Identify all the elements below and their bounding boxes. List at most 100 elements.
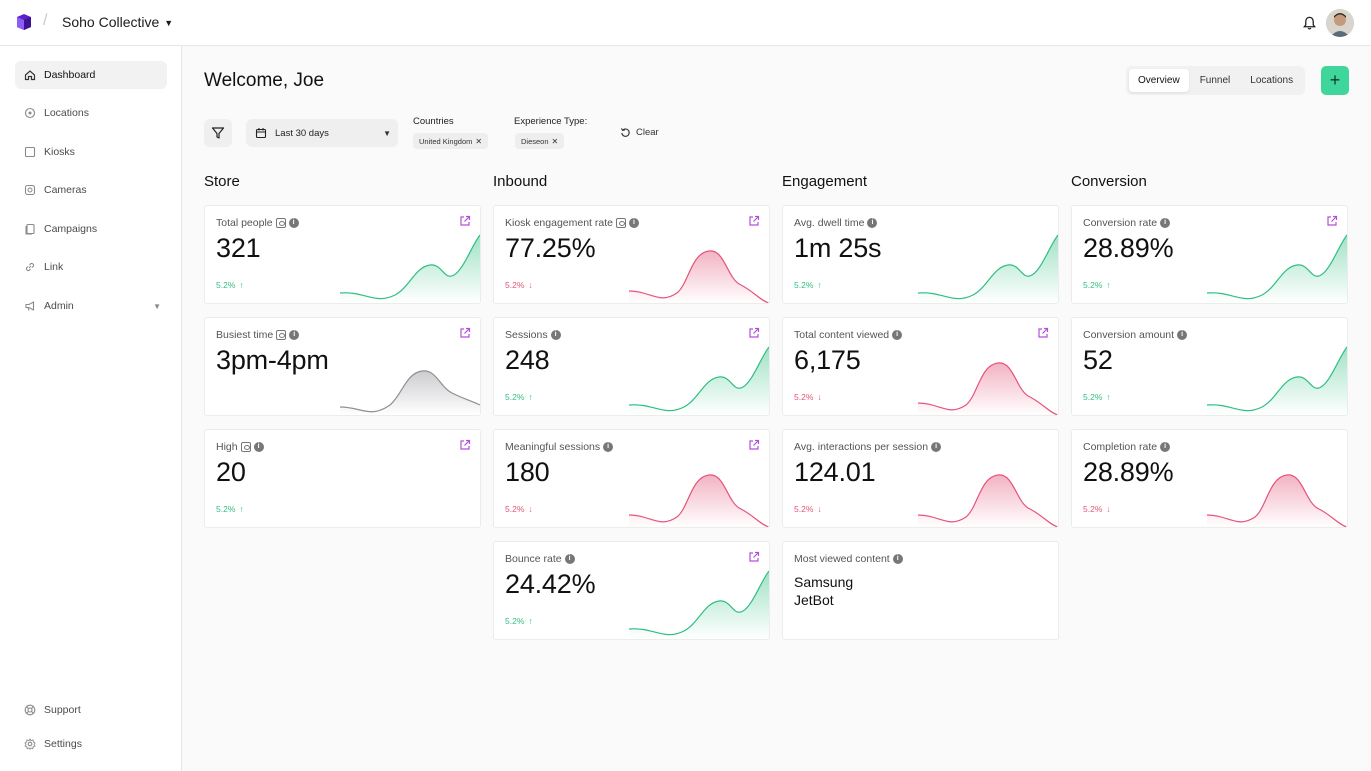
sidebar-item-dashboard[interactable]: Dashboard bbox=[15, 61, 167, 89]
sparkline-chart bbox=[918, 234, 1058, 303]
card-value: 28.89% bbox=[1083, 457, 1174, 487]
card-title: Conversion amount i bbox=[1083, 329, 1188, 341]
date-range-select[interactable]: Last 30 days ▼ bbox=[246, 119, 398, 147]
info-icon[interactable]: i bbox=[253, 442, 264, 452]
app-logo-icon[interactable] bbox=[15, 13, 33, 31]
info-icon[interactable]: i bbox=[628, 218, 639, 228]
arrow-down-icon: ↓ bbox=[1106, 504, 1111, 514]
camera-source-icon bbox=[240, 442, 251, 452]
info-icon[interactable]: i bbox=[892, 330, 903, 340]
org-switcher[interactable]: Soho Collective ▼ bbox=[62, 14, 173, 30]
metric-card-total-content-viewed[interactable]: Total content viewed i 6,175 5.2% ↓ bbox=[782, 317, 1059, 416]
arrow-up-icon: ↑ bbox=[1106, 280, 1111, 290]
section-title-conversion: Conversion bbox=[1071, 173, 1147, 190]
card-delta: 5.2% ↓ bbox=[794, 504, 822, 514]
card-title: High i bbox=[216, 441, 264, 453]
add-button[interactable]: + bbox=[1321, 66, 1349, 95]
external-link-icon[interactable] bbox=[459, 439, 471, 451]
sparkline-line bbox=[629, 570, 769, 636]
external-link-icon[interactable] bbox=[748, 327, 760, 339]
tab-locations[interactable]: Locations bbox=[1250, 75, 1294, 86]
metric-card-total-people[interactable]: Total people i 321 5.2% ↑ bbox=[204, 205, 481, 304]
close-icon[interactable]: ✕ bbox=[551, 136, 559, 146]
arrow-up-icon: ↑ bbox=[817, 280, 822, 290]
card-delta: 5.2% ↑ bbox=[1083, 392, 1111, 402]
metric-card-bounce-rate[interactable]: Bounce rate i 24.42% 5.2% ↑ bbox=[493, 541, 770, 640]
metric-card-most-viewed-content[interactable]: Most viewed content i Samsung JetBot bbox=[782, 541, 1059, 640]
external-link-icon[interactable] bbox=[748, 215, 760, 227]
metric-card-conversion-rate[interactable]: Conversion rate i 28.89% 5.2% ↑ bbox=[1071, 205, 1348, 304]
tab-overview[interactable]: Overview bbox=[1129, 69, 1189, 92]
sparkline-chart bbox=[629, 346, 769, 415]
metric-card-avg-dwell-time[interactable]: Avg. dwell time i 1m 25s 5.2% ↑ bbox=[782, 205, 1059, 304]
info-icon[interactable]: i bbox=[564, 554, 575, 564]
sidebar-item-campaigns[interactable]: Campaigns bbox=[15, 215, 167, 243]
sidebar-item-label: Link bbox=[44, 261, 64, 273]
sidebar-item-label: Kiosks bbox=[44, 146, 75, 158]
metric-card-sessions[interactable]: Sessions i 248 5.2% ↑ bbox=[493, 317, 770, 416]
tab-funnel[interactable]: Funnel bbox=[1199, 75, 1231, 86]
card-title: Avg. interactions per session i bbox=[794, 441, 942, 453]
user-avatar[interactable] bbox=[1326, 9, 1354, 37]
filter-button[interactable] bbox=[204, 119, 232, 147]
metric-card-conversion-amount[interactable]: Conversion amount i 52 5.2% ↑ bbox=[1071, 317, 1348, 416]
bell-icon[interactable] bbox=[1302, 15, 1317, 31]
metric-card-avg-interactions[interactable]: Avg. interactions per session i 124.01 5.… bbox=[782, 429, 1059, 528]
info-icon[interactable]: i bbox=[289, 330, 300, 340]
sidebar-item-locations[interactable]: Locations bbox=[15, 99, 167, 127]
sidebar-item-settings[interactable]: Settings bbox=[15, 730, 167, 758]
info-icon[interactable]: i bbox=[892, 554, 903, 564]
card-delta: 5.2% ↑ bbox=[216, 280, 244, 290]
info-icon[interactable]: i bbox=[1177, 330, 1188, 340]
home-icon bbox=[23, 69, 36, 82]
info-icon[interactable]: i bbox=[603, 442, 614, 452]
filter-icon bbox=[211, 127, 225, 139]
sparkline-area bbox=[340, 370, 480, 415]
country-chip[interactable]: United Kingdom ✕ bbox=[413, 133, 489, 149]
sidebar-item-link[interactable]: Link bbox=[15, 253, 167, 281]
sidebar-item-kiosks[interactable]: Kiosks bbox=[15, 138, 167, 166]
sparkline-chart bbox=[629, 570, 769, 639]
camera-source-icon bbox=[276, 330, 287, 340]
external-link-icon[interactable] bbox=[748, 551, 760, 563]
info-icon[interactable]: i bbox=[550, 330, 561, 340]
sidebar-item-cameras[interactable]: Cameras bbox=[15, 176, 167, 204]
info-icon[interactable]: i bbox=[288, 218, 299, 228]
sidebar: Dashboard Locations Kiosks Cameras Campa… bbox=[0, 46, 182, 771]
sparkline-chart bbox=[340, 234, 480, 303]
sidebar-item-support[interactable]: Support bbox=[15, 696, 167, 724]
metric-card-kiosk-engagement[interactable]: Kiosk engagement rate i 77.25% 5.2% ↓ bbox=[493, 205, 770, 304]
info-icon[interactable]: i bbox=[867, 218, 878, 228]
sidebar-item-admin[interactable]: Admin ▼ bbox=[15, 292, 167, 320]
metric-card-busiest-time[interactable]: Busiest time i 3pm-4pm bbox=[204, 317, 481, 416]
location-icon bbox=[23, 107, 36, 120]
card-title: Total content viewed i bbox=[794, 329, 903, 341]
sidebar-item-label: Support bbox=[44, 704, 81, 716]
card-delta: 5.2% ↓ bbox=[794, 392, 822, 402]
sparkline-area bbox=[918, 235, 1058, 303]
close-icon[interactable]: ✕ bbox=[475, 136, 483, 146]
metric-card-high[interactable]: High i 20 5.2% ↑ bbox=[204, 429, 481, 528]
card-value: 124.01 bbox=[794, 457, 876, 487]
card-delta: 5.2% ↑ bbox=[1083, 280, 1111, 290]
sparkline-line bbox=[918, 234, 1058, 300]
card-value: 321 bbox=[216, 233, 261, 263]
external-link-icon[interactable] bbox=[1326, 215, 1338, 227]
chip-label: Dieseon bbox=[521, 136, 549, 146]
info-icon[interactable]: i bbox=[1160, 218, 1171, 228]
sidebar-item-label: Admin bbox=[44, 300, 74, 312]
most-viewed-value: Samsung JetBot bbox=[794, 574, 854, 608]
experience-type-label: Experience Type: bbox=[514, 116, 588, 127]
external-link-icon[interactable] bbox=[748, 439, 760, 451]
sidebar-item-label: Dashboard bbox=[44, 69, 96, 81]
external-link-icon[interactable] bbox=[459, 215, 471, 227]
external-link-icon[interactable] bbox=[459, 327, 471, 339]
metric-card-completion-rate[interactable]: Completion rate i 28.89% 5.2% ↓ bbox=[1071, 429, 1348, 528]
metric-card-meaningful-sessions[interactable]: Meaningful sessions i 180 5.2% ↓ bbox=[493, 429, 770, 528]
card-value: 20 bbox=[216, 457, 246, 487]
info-icon[interactable]: i bbox=[931, 442, 942, 452]
external-link-icon[interactable] bbox=[1037, 327, 1049, 339]
info-icon[interactable]: i bbox=[1160, 442, 1171, 452]
clear-filters-button[interactable]: Clear bbox=[620, 127, 659, 138]
experience-chip[interactable]: Dieseon ✕ bbox=[515, 133, 565, 149]
